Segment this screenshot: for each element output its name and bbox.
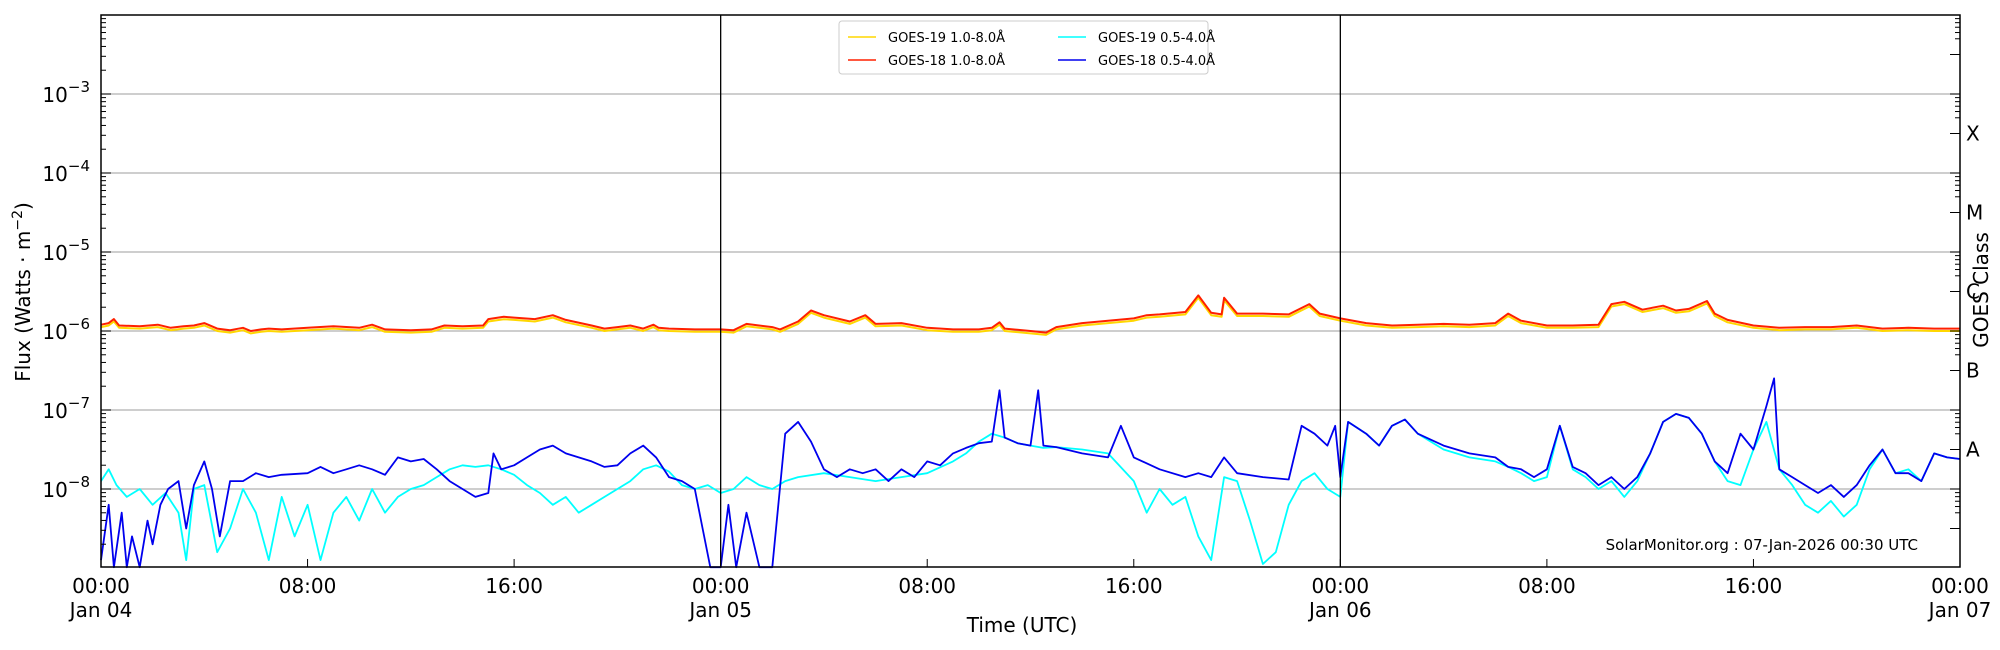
- x-tick-label-date: Jan 05: [687, 598, 752, 622]
- goes-class-axis: X M C B A: [1966, 122, 1983, 462]
- legend-label: GOES-19 0.5-4.0Å: [1098, 30, 1215, 46]
- credit-text: SolarMonitor.org : 07-Jan-2026 00:30 UTC: [1606, 536, 1918, 554]
- goes-class-axis-label: GOES Class: [1969, 232, 1993, 348]
- y-tick-label: 10−4: [42, 157, 90, 186]
- x-tick-label-time: 00:00: [692, 574, 750, 598]
- goes-class-label: A: [1966, 438, 1980, 462]
- plot-frame: [100, 14, 1961, 568]
- x-tick-label-time: 00:00: [1312, 574, 1370, 598]
- legend-label: GOES-19 1.0-8.0Å: [888, 30, 1005, 46]
- goes-class-label: X: [1966, 122, 1980, 146]
- y-tick-label: 10−8: [42, 473, 90, 502]
- x-tick-label-time: 08:00: [1518, 574, 1576, 598]
- y-tick-label: 10−6: [42, 315, 90, 344]
- x-tick-label-time: 16:00: [1725, 574, 1783, 598]
- goes-class-label: B: [1966, 359, 1980, 383]
- x-tick-label-date: Jan 04: [68, 598, 133, 622]
- y-tick-label: 10−5: [42, 236, 90, 265]
- legend-box: [838, 20, 1209, 75]
- y-tick-label: 10−7: [42, 394, 90, 423]
- goes-class-label: M: [1966, 201, 1983, 225]
- y-tick-label: 10−3: [42, 78, 90, 107]
- goes-class-label: C: [1966, 280, 1980, 304]
- y-axis-label: Flux (Watts · m−2): [10, 202, 35, 382]
- series-line-3: [100, 377, 1961, 569]
- grid-lines: [101, 93, 1960, 490]
- x-tick-label-date: Jan 07: [1927, 598, 1992, 622]
- day-dividers: [720, 15, 1341, 567]
- x-tick-label-time: 08:00: [279, 574, 337, 598]
- legend-label: GOES-18 0.5-4.0Å: [1098, 53, 1215, 69]
- series-line-1: [100, 294, 1960, 334]
- x-tick-label-time: 08:00: [898, 574, 956, 598]
- x-tick-label-time: 00:00: [72, 574, 130, 598]
- legend-label: GOES-18 1.0-8.0Å: [888, 53, 1005, 69]
- x-tick-label-date: Jan 06: [1307, 598, 1372, 622]
- x-axis-label: Time (UTC): [966, 613, 1078, 637]
- legend: GOES-19 1.0-8.0Å GOES-18 1.0-8.0Å GOES-19 …: [838, 20, 1215, 75]
- series-line-0: [100, 296, 1960, 336]
- data-series: [100, 294, 1961, 569]
- x-tick-label-time: 16:00: [485, 574, 543, 598]
- x-tick-label-time: 16:00: [1105, 574, 1163, 598]
- x-tick-label-time: 00:00: [1931, 574, 1989, 598]
